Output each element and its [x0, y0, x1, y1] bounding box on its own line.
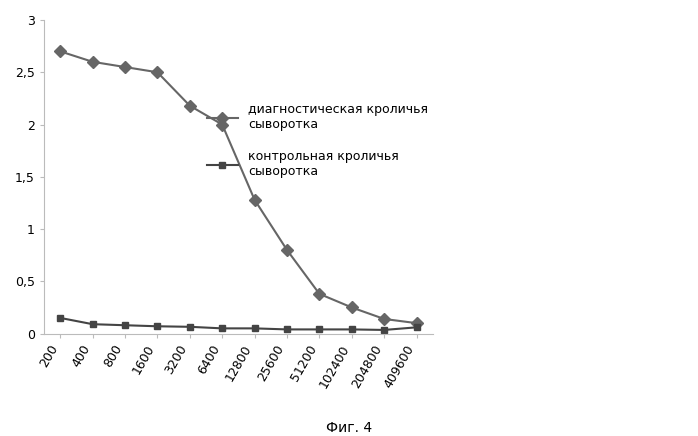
диагностическая кроличья
сыворотка — [154, 70, 162, 75]
контрольная кроличья
сыворотка — [251, 326, 259, 331]
Line: диагностическая кроличья
сыворотка: диагностическая кроличья сыворотка — [56, 47, 421, 327]
диагностическая кроличья
сыворотка — [121, 65, 129, 70]
Legend: диагностическая кроличья
сыворотка, контрольная кроличья
сыворотка: диагностическая кроличья сыворотка, конт… — [202, 99, 433, 183]
диагностическая кроличья
сыворотка — [251, 197, 259, 202]
контрольная кроличья
сыворотка — [218, 326, 226, 331]
диагностическая кроличья
сыворотка — [348, 305, 356, 310]
диагностическая кроличья
сыворотка — [56, 49, 64, 54]
Text: Фиг. 4: Фиг. 4 — [326, 421, 372, 435]
диагностическая кроличья
сыворотка — [89, 59, 97, 65]
контрольная кроличья
сыворотка — [186, 324, 194, 330]
контрольная кроличья
сыворотка — [283, 327, 291, 332]
контрольная кроличья
сыворотка — [380, 327, 388, 333]
Line: контрольная кроличья
сыворотка: контрольная кроличья сыворотка — [57, 314, 420, 334]
диагностическая кроличья
сыворотка — [186, 103, 194, 108]
контрольная кроличья
сыворотка — [348, 327, 356, 332]
контрольная кроличья
сыворотка — [121, 323, 129, 328]
контрольная кроличья
сыворотка — [154, 324, 162, 329]
диагностическая кроличья
сыворотка — [218, 122, 226, 127]
контрольная кроличья
сыворотка — [89, 322, 97, 327]
контрольная кроличья
сыворотка — [56, 315, 64, 320]
диагностическая кроличья
сыворотка — [413, 320, 421, 326]
диагностическая кроличья
сыворотка — [380, 317, 388, 322]
диагностическая кроличья
сыворотка — [315, 291, 324, 296]
диагностическая кроличья
сыворотка — [283, 247, 291, 252]
контрольная кроличья
сыворотка — [413, 325, 421, 330]
контрольная кроличья
сыворотка — [315, 327, 324, 332]
